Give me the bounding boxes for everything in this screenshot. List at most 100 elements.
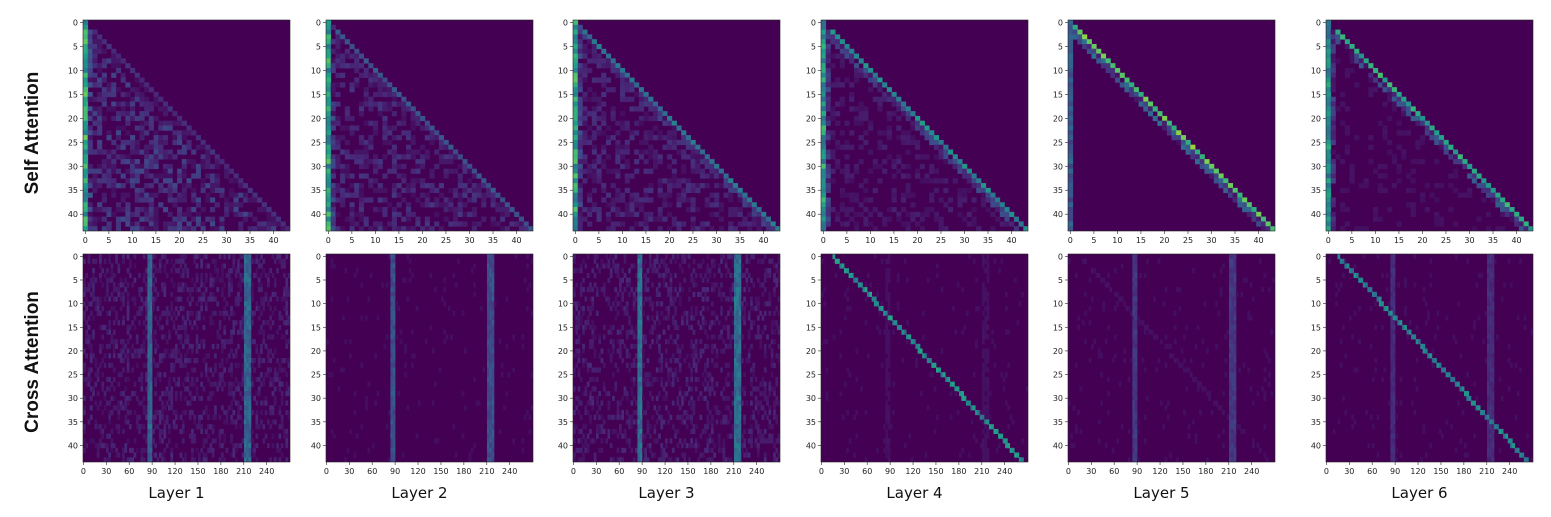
heatmap-cell	[149, 320, 153, 326]
heatmap-cell	[577, 334, 581, 340]
heatmap-cell	[615, 130, 621, 136]
heatmap-cell	[694, 339, 698, 345]
heatmap-cell	[214, 277, 217, 283]
heatmap-cell	[188, 414, 192, 420]
heatmap-cell	[429, 139, 435, 146]
heatmap-cell	[172, 320, 176, 326]
heatmap-cell	[476, 192, 482, 198]
heatmap-cell	[237, 414, 240, 420]
heatmap-cell	[591, 115, 597, 122]
heatmap-cell	[489, 277, 492, 283]
heatmap-cell	[667, 135, 673, 141]
heatmap-cell	[87, 367, 91, 373]
heatmap-cell	[285, 301, 289, 307]
heatmap-cell	[662, 144, 668, 150]
heatmap-cell	[396, 163, 402, 170]
heatmap-cell	[209, 424, 213, 430]
heatmap-cell	[255, 414, 259, 420]
heatmap-cell	[232, 254, 236, 260]
heatmap-cell	[120, 154, 126, 160]
heatmap-cell	[577, 135, 583, 141]
heatmap-cell	[232, 353, 236, 359]
heatmap-cell	[108, 452, 111, 458]
heatmap-cell	[117, 381, 121, 387]
heatmap-cell	[223, 306, 226, 312]
heatmap-cell	[634, 82, 640, 88]
heatmap-cell	[754, 395, 758, 401]
heatmap-cell	[108, 320, 111, 326]
heatmap-cell	[591, 91, 597, 98]
heatmap-cell	[382, 115, 388, 122]
heatmap-cell	[142, 254, 146, 260]
heatmap-cell	[335, 115, 341, 122]
heatmap-cell	[133, 348, 137, 354]
heatmap-cell	[648, 381, 652, 387]
heatmap-cell	[119, 296, 123, 302]
heatmap-cell	[601, 183, 607, 189]
heatmap-cell	[193, 395, 197, 401]
heatmap-cell	[692, 410, 696, 416]
heatmap-cell	[148, 197, 154, 203]
heatmap-cell	[736, 381, 739, 387]
heatmap-cell	[431, 348, 435, 354]
heatmap-cell	[87, 315, 91, 321]
heatmap-cell	[225, 301, 229, 307]
heatmap-cell	[246, 447, 249, 453]
heatmap-cell	[246, 400, 249, 406]
heatmap-cell	[495, 192, 501, 198]
heatmap-cell	[161, 400, 164, 406]
heatmap-cell	[642, 362, 645, 368]
heatmap-cell	[577, 96, 583, 102]
heatmap-cell	[244, 381, 247, 387]
heatmap-cell	[526, 254, 529, 260]
heatmap-cell	[246, 452, 249, 458]
heatmap-cell	[600, 258, 604, 264]
heatmap-cell	[175, 258, 178, 264]
heatmap-cell	[690, 149, 696, 155]
y-tick-label: 30	[68, 162, 78, 171]
heatmap-cell	[246, 329, 249, 335]
heatmap-cell	[340, 125, 346, 131]
heatmap-cell	[591, 77, 597, 83]
heatmap-cell	[122, 367, 125, 373]
heatmap-cell	[239, 263, 243, 269]
heatmap-cell	[83, 77, 89, 83]
heatmap-cell	[344, 48, 350, 54]
heatmap-cell	[424, 125, 430, 131]
heatmap-cell	[415, 178, 421, 184]
heatmap-cell	[209, 320, 213, 326]
heatmap-cell	[326, 20, 332, 26]
heatmap-cell	[577, 139, 583, 146]
heatmap-cell	[239, 296, 243, 302]
heatmap-cell	[410, 192, 416, 198]
heatmap-cell	[704, 320, 707, 326]
heatmap-cell	[267, 353, 270, 359]
heatmap-cell	[267, 282, 270, 288]
heatmap-cell	[577, 183, 583, 189]
heatmap-cell	[368, 96, 374, 102]
heatmap-cell	[85, 320, 88, 326]
heatmap-cell	[156, 291, 160, 297]
heatmap-cell	[763, 395, 767, 401]
heatmap-cell	[573, 353, 576, 359]
heatmap-cell	[349, 43, 355, 50]
heatmap-cell	[161, 405, 164, 411]
heatmap-cell	[106, 211, 112, 218]
heatmap-cell	[246, 353, 249, 359]
heatmap-cell	[250, 376, 254, 383]
heatmap-cell	[211, 414, 215, 420]
heatmap-cell	[139, 149, 145, 155]
heatmap-cell	[724, 296, 728, 302]
heatmap-cell	[241, 320, 245, 326]
heatmap-cell	[491, 381, 495, 387]
heatmap-cell	[420, 178, 426, 184]
heatmap-cell	[179, 358, 183, 364]
heatmap-cell	[210, 183, 216, 189]
heatmap-cell	[737, 197, 743, 203]
heatmap-cell	[669, 301, 673, 307]
heatmap-cell	[163, 457, 167, 462]
heatmap-cell	[145, 296, 148, 302]
heatmap-cell	[83, 258, 86, 264]
heatmap-cell	[246, 405, 249, 411]
heatmap-cell	[248, 287, 252, 293]
